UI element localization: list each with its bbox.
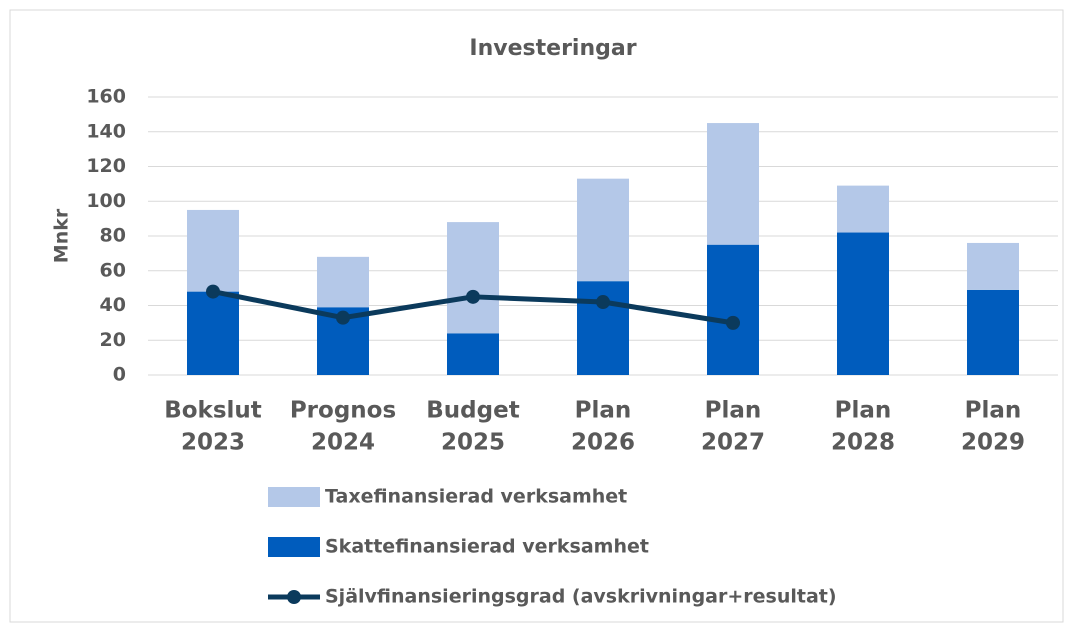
- bar: [837, 185, 889, 233]
- legend-label: Taxefinansierad verksamhet: [325, 486, 627, 508]
- chart-border: [9, 9, 1064, 623]
- legend-label: Självfinansieringsgrad (avskrivningar+re…: [325, 586, 837, 608]
- y-tick-label: 40: [100, 294, 126, 316]
- line-marker: [336, 310, 350, 325]
- bar: [187, 291, 239, 375]
- y-tick-label: 0: [113, 364, 126, 386]
- line-marker: [596, 295, 610, 310]
- line-marker: [466, 289, 480, 304]
- bar: [187, 209, 239, 292]
- bar: [967, 289, 1019, 375]
- y-tick-label: 140: [86, 120, 126, 142]
- x-tick-label: 2029: [961, 430, 1025, 456]
- y-tick-label: 100: [86, 190, 126, 212]
- line-marker: [206, 284, 220, 299]
- y-tick-label: 160: [86, 86, 126, 108]
- x-tick-label: Budget: [426, 398, 519, 424]
- x-tick-label: 2023: [181, 430, 245, 456]
- x-tick-label: Plan: [965, 398, 1022, 424]
- bar: [837, 232, 889, 375]
- y-tick-label: 80: [100, 225, 126, 247]
- y-tick-label: 60: [100, 259, 126, 281]
- bar: [707, 123, 759, 245]
- line-marker: [726, 315, 740, 330]
- y-axis-title: Mnkr: [51, 208, 73, 263]
- bar: [447, 222, 499, 334]
- bar: [317, 256, 369, 308]
- x-tick-label: 2024: [311, 430, 375, 456]
- legend-swatch: [268, 537, 320, 557]
- x-tick-label: Prognos: [290, 398, 396, 424]
- legend-swatch: [287, 590, 301, 604]
- x-tick-label: Plan: [575, 398, 632, 424]
- legend-swatch: [268, 487, 320, 507]
- bar: [967, 242, 1019, 290]
- bar: [707, 244, 759, 375]
- x-tick-label: Bokslut: [164, 398, 262, 424]
- x-tick-label: 2027: [701, 430, 765, 456]
- x-tick-label: Plan: [835, 398, 892, 424]
- x-tick-label: 2026: [571, 430, 635, 456]
- y-tick-label: 20: [100, 329, 126, 351]
- x-tick-label: 2025: [441, 430, 505, 456]
- x-tick-label: 2028: [831, 430, 895, 456]
- bar: [577, 178, 629, 282]
- x-tick-label: Plan: [705, 398, 762, 424]
- legend-label: Skattefinansierad verksamhet: [325, 536, 649, 558]
- chart-title: Investeringar: [469, 36, 636, 61]
- bar: [447, 333, 499, 375]
- y-tick-label: 120: [86, 155, 126, 177]
